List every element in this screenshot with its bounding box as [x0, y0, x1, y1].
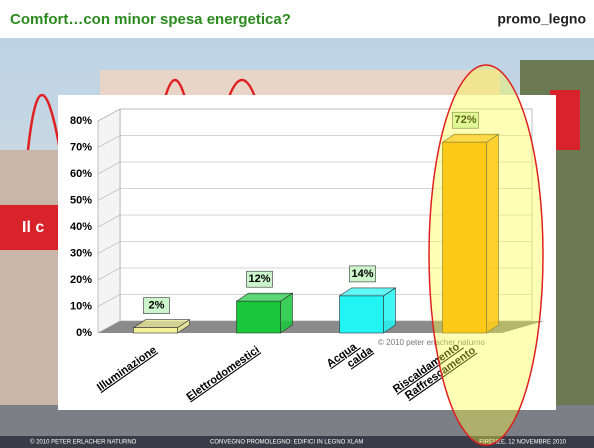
footer-left: © 2010 PETER ERLACHER NATURNO — [30, 439, 137, 446]
slide-title: Comfort…con minor spesa energetica? — [10, 11, 291, 28]
slide: Il c Comfort…con minor spesa energetica?… — [0, 0, 594, 448]
y-tick-label: 20% — [70, 274, 92, 286]
y-tick-label: 50% — [70, 194, 92, 206]
value-label: 2% — [149, 300, 165, 312]
value-label: 14% — [351, 268, 373, 280]
y-tick-label: 10% — [70, 300, 92, 312]
y-tick-label: 70% — [70, 141, 92, 153]
bar — [134, 328, 178, 333]
y-tick-label: 60% — [70, 168, 92, 180]
logo: promo_legno — [497, 11, 586, 27]
y-tick-label: 30% — [70, 247, 92, 259]
footer-center: CONVEGNO PROMOLEGNO: EDIFICI IN LEGNO XL… — [210, 440, 363, 446]
y-tick-label: 0% — [76, 327, 92, 339]
y-tick-label: 80% — [70, 115, 92, 127]
highlight — [429, 65, 543, 445]
bar — [237, 301, 281, 333]
sign-text: Il c — [22, 219, 44, 236]
y-tick-label: 40% — [70, 221, 92, 233]
bar — [340, 296, 384, 333]
value-label: 12% — [248, 273, 270, 285]
